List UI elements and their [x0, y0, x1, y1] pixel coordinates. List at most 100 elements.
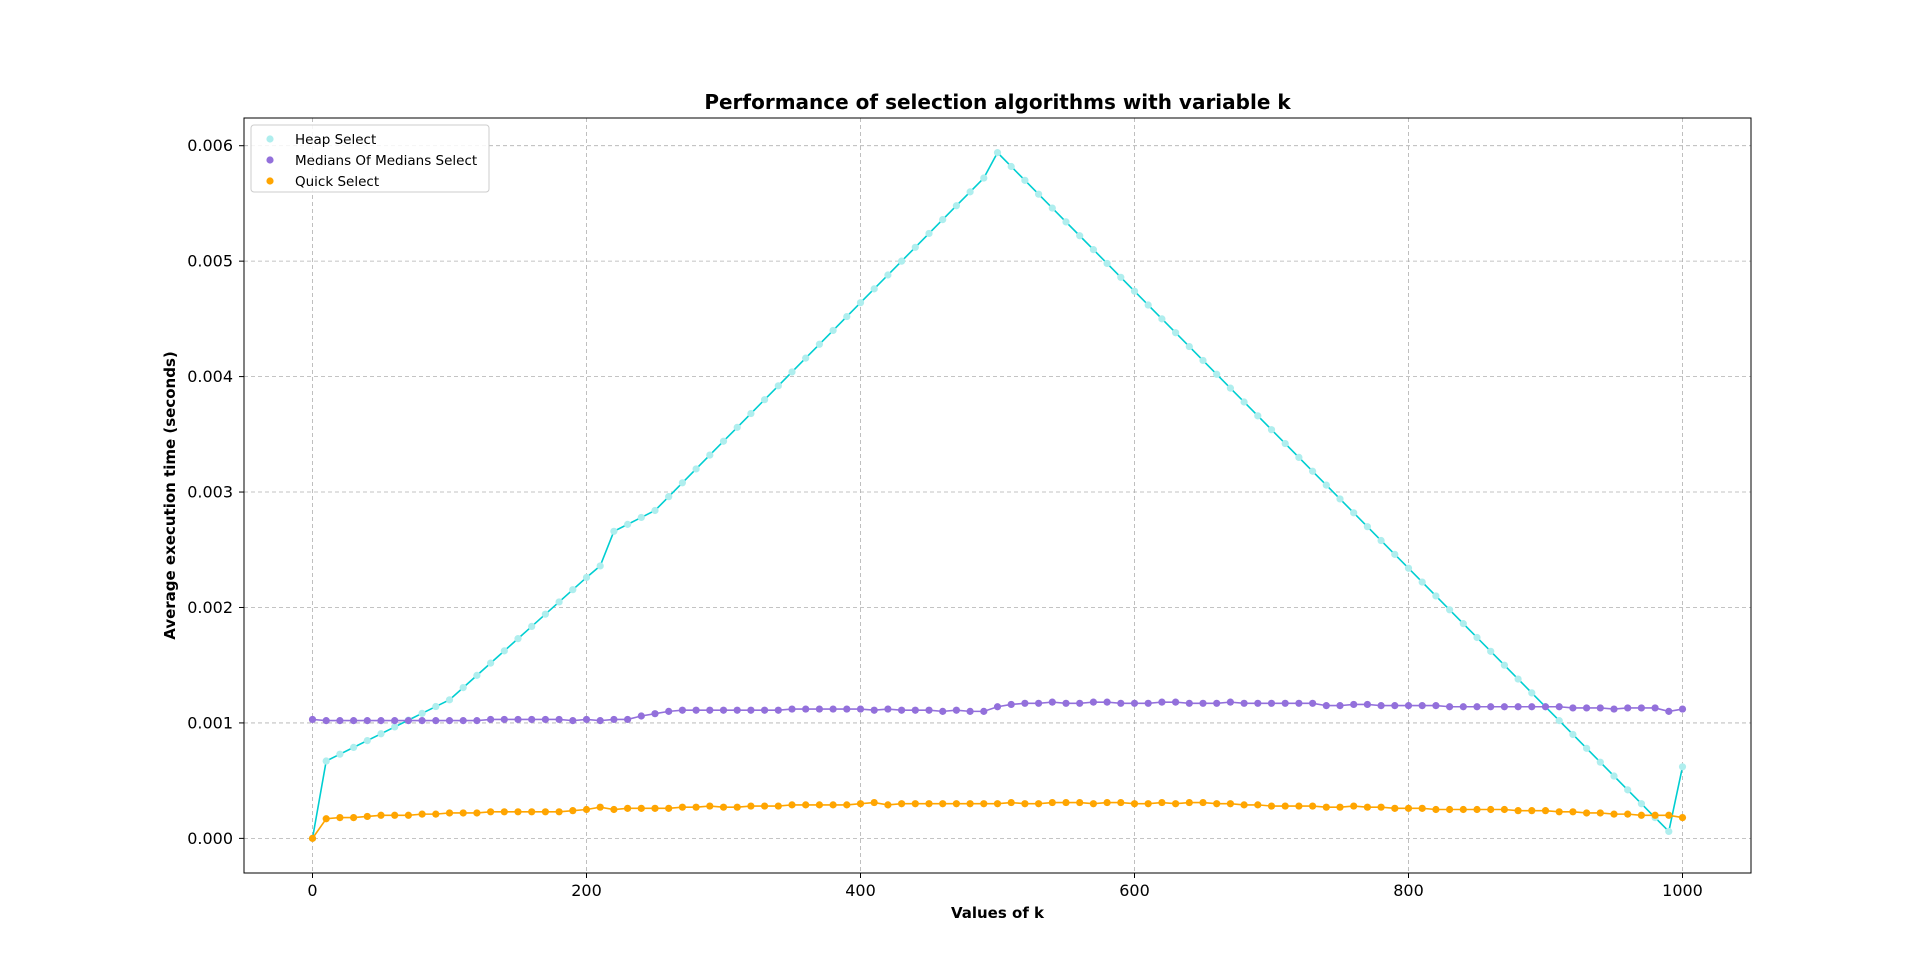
- data-point: [1473, 703, 1481, 711]
- data-point: [1583, 809, 1591, 817]
- data-point: [665, 707, 673, 715]
- data-point: [1555, 717, 1563, 725]
- data-point: [350, 743, 358, 752]
- data-point: [487, 659, 495, 667]
- data-point: [1446, 703, 1454, 711]
- data-point: [856, 705, 865, 713]
- data-point: [1007, 798, 1015, 807]
- legend: Heap Select Medians Of Medians Select Quic…: [250, 124, 490, 193]
- data-point: [473, 717, 481, 725]
- data-point: [1267, 699, 1276, 707]
- data-point: [802, 801, 810, 809]
- data-point: [1035, 190, 1043, 198]
- data-point: [980, 707, 988, 715]
- data-point: [596, 803, 604, 811]
- data-point: [939, 707, 947, 715]
- data-point: [391, 717, 399, 725]
- data-point: [404, 717, 412, 725]
- data-point: [706, 706, 714, 714]
- data-point: [624, 804, 632, 812]
- data-point: [1336, 702, 1344, 710]
- data-point: [939, 800, 947, 808]
- data-point: [1281, 699, 1289, 707]
- data-point: [1062, 798, 1070, 807]
- data-point: [555, 715, 563, 724]
- data-point: [1103, 798, 1111, 807]
- data-point: [1062, 218, 1070, 226]
- data-point: [1309, 699, 1317, 707]
- data-point: [1172, 329, 1180, 337]
- data-point: [1185, 699, 1193, 707]
- plot-frame: [243, 117, 1752, 874]
- data-point: [1404, 564, 1413, 572]
- data-point: [1404, 702, 1413, 710]
- data-point: [952, 706, 961, 714]
- y-tick-label: 0.005: [187, 252, 233, 271]
- data-point: [1418, 578, 1426, 586]
- data-point: [719, 803, 728, 811]
- data-point: [1610, 810, 1618, 818]
- data-point: [637, 804, 645, 812]
- data-point: [1158, 698, 1166, 706]
- data-point: [1048, 798, 1056, 807]
- data-point: [1678, 705, 1687, 713]
- data-point: [802, 354, 810, 362]
- data-point: [336, 750, 344, 758]
- data-point: [1240, 801, 1248, 809]
- data-point: [788, 801, 796, 809]
- data-point: [815, 801, 824, 809]
- data-point: [473, 671, 481, 679]
- data-point: [1144, 800, 1152, 808]
- data-point: [1281, 439, 1289, 448]
- data-point: [1089, 800, 1097, 808]
- data-point: [1007, 162, 1015, 171]
- data-point: [1473, 633, 1481, 642]
- data-point: [377, 730, 385, 738]
- data-point: [1432, 702, 1440, 710]
- data-point: [692, 706, 700, 714]
- data-point: [939, 215, 947, 224]
- data-point: [1350, 802, 1358, 810]
- x-tick-label: 800: [1393, 881, 1424, 900]
- data-point: [1377, 702, 1385, 710]
- data-point: [637, 712, 645, 720]
- data-point: [1267, 802, 1276, 810]
- data-point: [377, 811, 385, 819]
- data-point: [692, 465, 700, 473]
- data-point: [802, 705, 810, 713]
- data-point: [1350, 700, 1358, 709]
- series-2: [308, 798, 1687, 842]
- data-point: [1514, 703, 1522, 711]
- data-point: [1309, 467, 1317, 475]
- data-point: [843, 705, 851, 713]
- data-point: [1103, 259, 1111, 268]
- data-point: [706, 451, 714, 459]
- legend-label: Medians Of Medians Select: [295, 153, 477, 169]
- data-point: [1158, 798, 1166, 807]
- data-point: [514, 715, 522, 724]
- data-point: [1226, 698, 1234, 706]
- legend-label: Heap Select: [295, 132, 376, 148]
- data-point: [911, 800, 919, 808]
- data-point: [1391, 804, 1399, 812]
- data-point: [1569, 808, 1577, 816]
- data-point: [473, 809, 481, 817]
- data-point: [569, 807, 577, 815]
- data-point: [418, 810, 426, 818]
- data-point: [870, 706, 878, 714]
- data-point: [925, 229, 933, 238]
- data-point: [1500, 661, 1508, 669]
- data-point: [418, 709, 426, 717]
- data-point: [1377, 536, 1385, 545]
- data-point: [1637, 704, 1645, 712]
- data-point: [1569, 704, 1577, 712]
- data-point: [569, 586, 577, 594]
- data-point: [678, 803, 687, 811]
- data-point: [1130, 800, 1139, 808]
- data-point: [1199, 356, 1207, 365]
- data-point: [487, 715, 495, 724]
- data-point: [925, 706, 933, 714]
- data-point: [1487, 647, 1495, 655]
- data-point: [1213, 800, 1221, 808]
